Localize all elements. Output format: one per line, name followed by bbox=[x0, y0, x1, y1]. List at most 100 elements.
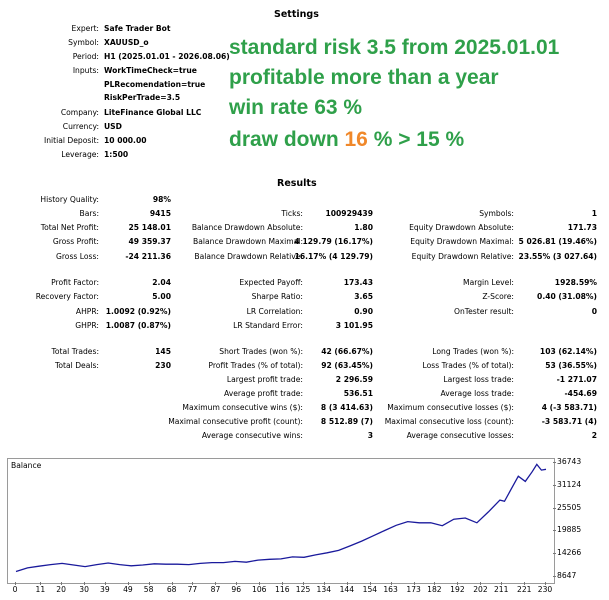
overlay-line-3: win rate 63 % bbox=[229, 96, 363, 119]
results-value: 145 bbox=[155, 347, 171, 356]
results-label: Balance Drawdown Maximal: bbox=[193, 237, 303, 246]
y-tick-label: 14266 bbox=[557, 548, 582, 558]
results-label: GHPR: bbox=[75, 321, 99, 330]
results-value: 92 (63.45%) bbox=[321, 361, 373, 370]
results-label: Average loss trade: bbox=[440, 389, 514, 398]
x-tick-label: 134 bbox=[316, 585, 332, 594]
results-value: 42 (66.67%) bbox=[321, 347, 373, 356]
x-tick-mark bbox=[215, 582, 217, 585]
results-label: Sharpe Ratio: bbox=[251, 292, 303, 301]
results-value: 536.51 bbox=[343, 389, 373, 398]
results-label: Gross Profit: bbox=[52, 237, 99, 246]
x-tick-mark bbox=[171, 582, 173, 585]
x-tick-mark bbox=[259, 582, 261, 585]
settings-label: Period: bbox=[72, 52, 99, 61]
overlay-drawdown-value: 16 bbox=[344, 128, 368, 151]
results-value: 8 (3 414.63) bbox=[320, 403, 373, 412]
results-label: Total Deals: bbox=[55, 361, 99, 370]
results-label: Largest profit trade: bbox=[226, 375, 303, 384]
x-tick-mark bbox=[480, 582, 482, 585]
x-tick-mark bbox=[501, 582, 503, 585]
results-label: Maximum consecutive wins ($): bbox=[182, 403, 303, 412]
balance-chart-plot bbox=[15, 463, 547, 573]
settings-title: Settings bbox=[274, 9, 319, 20]
balance-line bbox=[15, 463, 547, 573]
results-value: 173.43 bbox=[343, 278, 373, 287]
results-label: Expected Payoff: bbox=[239, 278, 303, 287]
settings-value: Safe Trader Bot bbox=[104, 24, 171, 33]
x-tick-label: 163 bbox=[383, 585, 398, 594]
results-value: 1.80 bbox=[354, 223, 373, 232]
results-value: 4 129.79 (16.17%) bbox=[294, 237, 373, 246]
x-tick-mark bbox=[369, 582, 371, 585]
results-label: Equity Drawdown Absolute: bbox=[409, 223, 514, 232]
x-tick-mark bbox=[61, 582, 63, 585]
overlay-line-2: profitable more than a year bbox=[229, 66, 499, 89]
overlay-line-4-suffix: % > 15 % bbox=[367, 128, 465, 151]
x-tick-mark bbox=[346, 582, 348, 585]
results-value: 2 296.59 bbox=[335, 375, 373, 384]
results-label: AHPR: bbox=[75, 307, 99, 316]
x-tick-label: 87 bbox=[210, 585, 221, 594]
settings-label: Currency: bbox=[62, 122, 99, 131]
y-tick-mark bbox=[553, 462, 556, 463]
settings-label: Initial Deposit: bbox=[43, 136, 99, 145]
results-value: 25 148.01 bbox=[128, 223, 171, 232]
x-tick-label: 221 bbox=[517, 585, 532, 594]
results-label: Short Trades (won %): bbox=[219, 347, 303, 356]
results-value: 3.65 bbox=[354, 292, 373, 301]
settings-label: Expert: bbox=[71, 24, 99, 33]
overlay-line-1: standard risk 3.5 from 2025.01.01 bbox=[229, 36, 560, 59]
results-value: 0.40 (31.08%) bbox=[537, 292, 597, 301]
y-tick-label: 25505 bbox=[557, 502, 582, 512]
results-label: Balance Drawdown Absolute: bbox=[191, 223, 303, 232]
results-label: Profit Trades (% of total): bbox=[208, 361, 303, 370]
x-tick-mark bbox=[545, 582, 546, 585]
x-tick-label: 49 bbox=[123, 585, 133, 594]
x-tick-label: 202 bbox=[473, 585, 488, 594]
y-tick-label: 36743 bbox=[557, 457, 582, 466]
x-tick-label: 0 bbox=[12, 585, 18, 594]
x-tick-label: 20 bbox=[56, 585, 66, 594]
x-tick-mark bbox=[84, 582, 86, 585]
results-label: Maximal consecutive loss (count): bbox=[384, 417, 514, 426]
results-value: 0.90 bbox=[354, 307, 373, 316]
y-tick-mark bbox=[553, 553, 556, 555]
settings-label: Symbol: bbox=[68, 38, 99, 47]
results-value: -24 211.36 bbox=[125, 252, 171, 261]
results-label: Average profit trade: bbox=[224, 389, 303, 398]
x-tick-mark bbox=[40, 582, 42, 585]
results-label: Maximal consecutive profit (count): bbox=[168, 417, 303, 426]
x-tick-label: 77 bbox=[187, 585, 198, 594]
results-value: 2.04 bbox=[152, 278, 171, 287]
results-label: Margin Level: bbox=[463, 278, 514, 287]
x-tick-label: 39 bbox=[100, 585, 110, 594]
x-tick-mark bbox=[282, 582, 284, 585]
results-label: History Quality: bbox=[40, 195, 99, 204]
results-value: 1 bbox=[591, 209, 597, 218]
x-tick-mark bbox=[148, 582, 150, 585]
settings-value: 1:500 bbox=[104, 150, 129, 159]
x-tick-label: 68 bbox=[166, 585, 177, 594]
x-tick-mark bbox=[434, 582, 436, 585]
x-tick-label: 192 bbox=[450, 585, 465, 594]
settings-value: RiskPerTrade=3.5 bbox=[104, 93, 181, 102]
results-label: Maximum consecutive losses ($): bbox=[387, 403, 514, 412]
results-value: 5.00 bbox=[152, 292, 171, 301]
balance-chart: Balance bbox=[7, 458, 555, 584]
y-tick-mark bbox=[553, 484, 556, 486]
results-label: Balance Drawdown Relative: bbox=[194, 252, 303, 261]
settings-value: H1 (2025.01.01 - 2026.08.06) bbox=[104, 52, 230, 61]
results-label: Total Net Profit: bbox=[40, 223, 99, 232]
results-title: Results bbox=[277, 178, 317, 189]
results-label: Recovery Factor: bbox=[35, 292, 99, 301]
results-value: 16.17% (4 129.79) bbox=[294, 252, 373, 261]
y-tick-label: 8647 bbox=[557, 571, 577, 580]
settings-value: 10 000.00 bbox=[104, 136, 147, 145]
results-value: 3 bbox=[367, 431, 373, 440]
x-tick-label: 173 bbox=[406, 585, 421, 594]
results-label: Average consecutive losses: bbox=[406, 431, 514, 440]
results-value: 8 512.89 (7) bbox=[320, 417, 373, 426]
results-label: Symbols: bbox=[479, 209, 514, 218]
x-tick-label: 144 bbox=[339, 585, 355, 594]
